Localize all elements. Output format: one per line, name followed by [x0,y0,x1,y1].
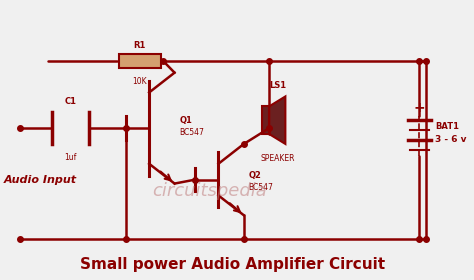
Text: Q1: Q1 [179,116,192,125]
Text: Small power Audio Amplifier Circuit: Small power Audio Amplifier Circuit [80,257,385,272]
Text: BC547: BC547 [179,128,204,137]
Text: 1uf: 1uf [64,153,77,162]
Text: 10K: 10K [133,78,147,87]
Bar [262,106,269,134]
Text: 3 - 6 v: 3 - 6 v [436,136,467,144]
Text: Q2: Q2 [248,171,261,180]
Bar [119,54,161,68]
Polygon shape [269,96,285,144]
Text: Audio Input: Audio Input [4,175,77,185]
Text: LS1: LS1 [269,81,286,90]
Text: +: + [413,101,425,115]
Text: SPEAKER: SPEAKER [260,154,295,163]
Text: C1: C1 [64,97,77,106]
Text: BAT1: BAT1 [436,122,459,131]
Text: circuitspedia: circuitspedia [152,183,266,200]
Text: BC547: BC547 [248,183,273,192]
Text: R1: R1 [134,41,146,50]
